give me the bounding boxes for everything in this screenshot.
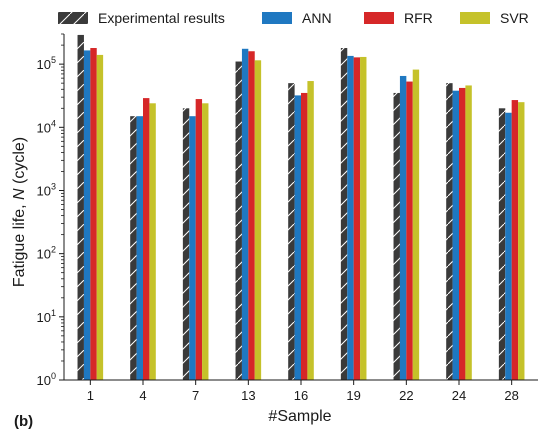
- bar-svr-4: [149, 103, 156, 381]
- bar-svr-24: [465, 85, 472, 381]
- bar-experimental-results-13: [235, 61, 242, 380]
- bar-rfr-22: [406, 81, 413, 380]
- legend: Experimental results ANN RFR SVR: [58, 10, 529, 26]
- bar-experimental-results-28: [498, 108, 506, 380]
- y-axis-ticks: 100 101 102 103 104 105: [37, 33, 64, 388]
- legend-label: SVR: [500, 10, 529, 26]
- bar-rfr-1: [90, 48, 97, 381]
- x-tick-label: 7: [192, 388, 199, 403]
- legend-label: ANN: [302, 10, 332, 26]
- x-tick-label: 22: [399, 388, 413, 403]
- x-tick-label: 19: [346, 388, 360, 403]
- bar-ann-13: [241, 48, 249, 380]
- y-tick-label: 104: [37, 118, 56, 135]
- bar-ann-1: [83, 50, 91, 381]
- legend-swatch-rfr: [364, 12, 394, 24]
- bar-ann-16: [294, 95, 301, 380]
- bar-ann-7: [189, 116, 196, 380]
- bar-svr-7: [202, 103, 209, 381]
- bar-rfr-7: [195, 99, 203, 381]
- bar-svr-16: [307, 81, 314, 380]
- legend-swatch-svr: [460, 12, 490, 24]
- bar-svr-1: [96, 54, 104, 381]
- bar-experimental-results-16: [288, 83, 295, 380]
- bar-rfr-19: [353, 57, 361, 381]
- bar-ann-28: [505, 112, 512, 380]
- y-tick-label: 101: [37, 308, 56, 325]
- bar-experimental-results-24: [446, 83, 453, 380]
- bar-rfr-28: [511, 100, 519, 381]
- bars: [77, 34, 525, 381]
- panel-label: (b): [14, 413, 33, 430]
- bar-rfr-4: [143, 98, 150, 381]
- bar-svr-13: [254, 60, 262, 381]
- bar-ann-22: [399, 75, 407, 380]
- bar-ann-19: [347, 55, 354, 380]
- x-tick-label: 4: [139, 388, 146, 403]
- y-tick-label: 100: [37, 371, 56, 388]
- bar-experimental-results-22: [393, 92, 400, 380]
- bar-experimental-results-4: [130, 116, 137, 380]
- x-axis-ticks: 1 4 7 13 16 19 22 24 28: [87, 380, 519, 403]
- bar-rfr-24: [459, 87, 466, 381]
- bar-experimental-results-19: [340, 48, 348, 381]
- bar-svr-19: [360, 56, 367, 380]
- y-tick-label: 102: [37, 245, 56, 262]
- bar-experimental-results-7: [182, 108, 190, 380]
- y-tick-label: 105: [37, 55, 56, 72]
- legend-swatch-experimental-results: [58, 12, 88, 24]
- bar-rfr-13: [248, 51, 255, 380]
- x-axis-title: #Sample: [268, 408, 331, 425]
- bar-ann-24: [452, 90, 459, 381]
- legend-swatch-ann: [262, 12, 292, 24]
- x-tick-label: 1: [87, 388, 94, 403]
- bar-svr-28: [518, 102, 525, 381]
- legend-label: Experimental results: [98, 10, 225, 26]
- bar-rfr-16: [301, 92, 308, 380]
- x-tick-label: 13: [241, 388, 255, 403]
- bar-svr-22: [412, 69, 420, 381]
- x-tick-label: 16: [294, 388, 308, 403]
- bar-ann-4: [136, 116, 143, 380]
- y-tick-label: 103: [37, 181, 56, 198]
- bar-experimental-results-1: [77, 34, 84, 381]
- legend-label: RFR: [404, 10, 433, 26]
- x-tick-label: 24: [452, 388, 466, 403]
- y-axis-title: Fatigue life, N (cycle): [11, 137, 28, 287]
- x-tick-label: 28: [504, 388, 518, 403]
